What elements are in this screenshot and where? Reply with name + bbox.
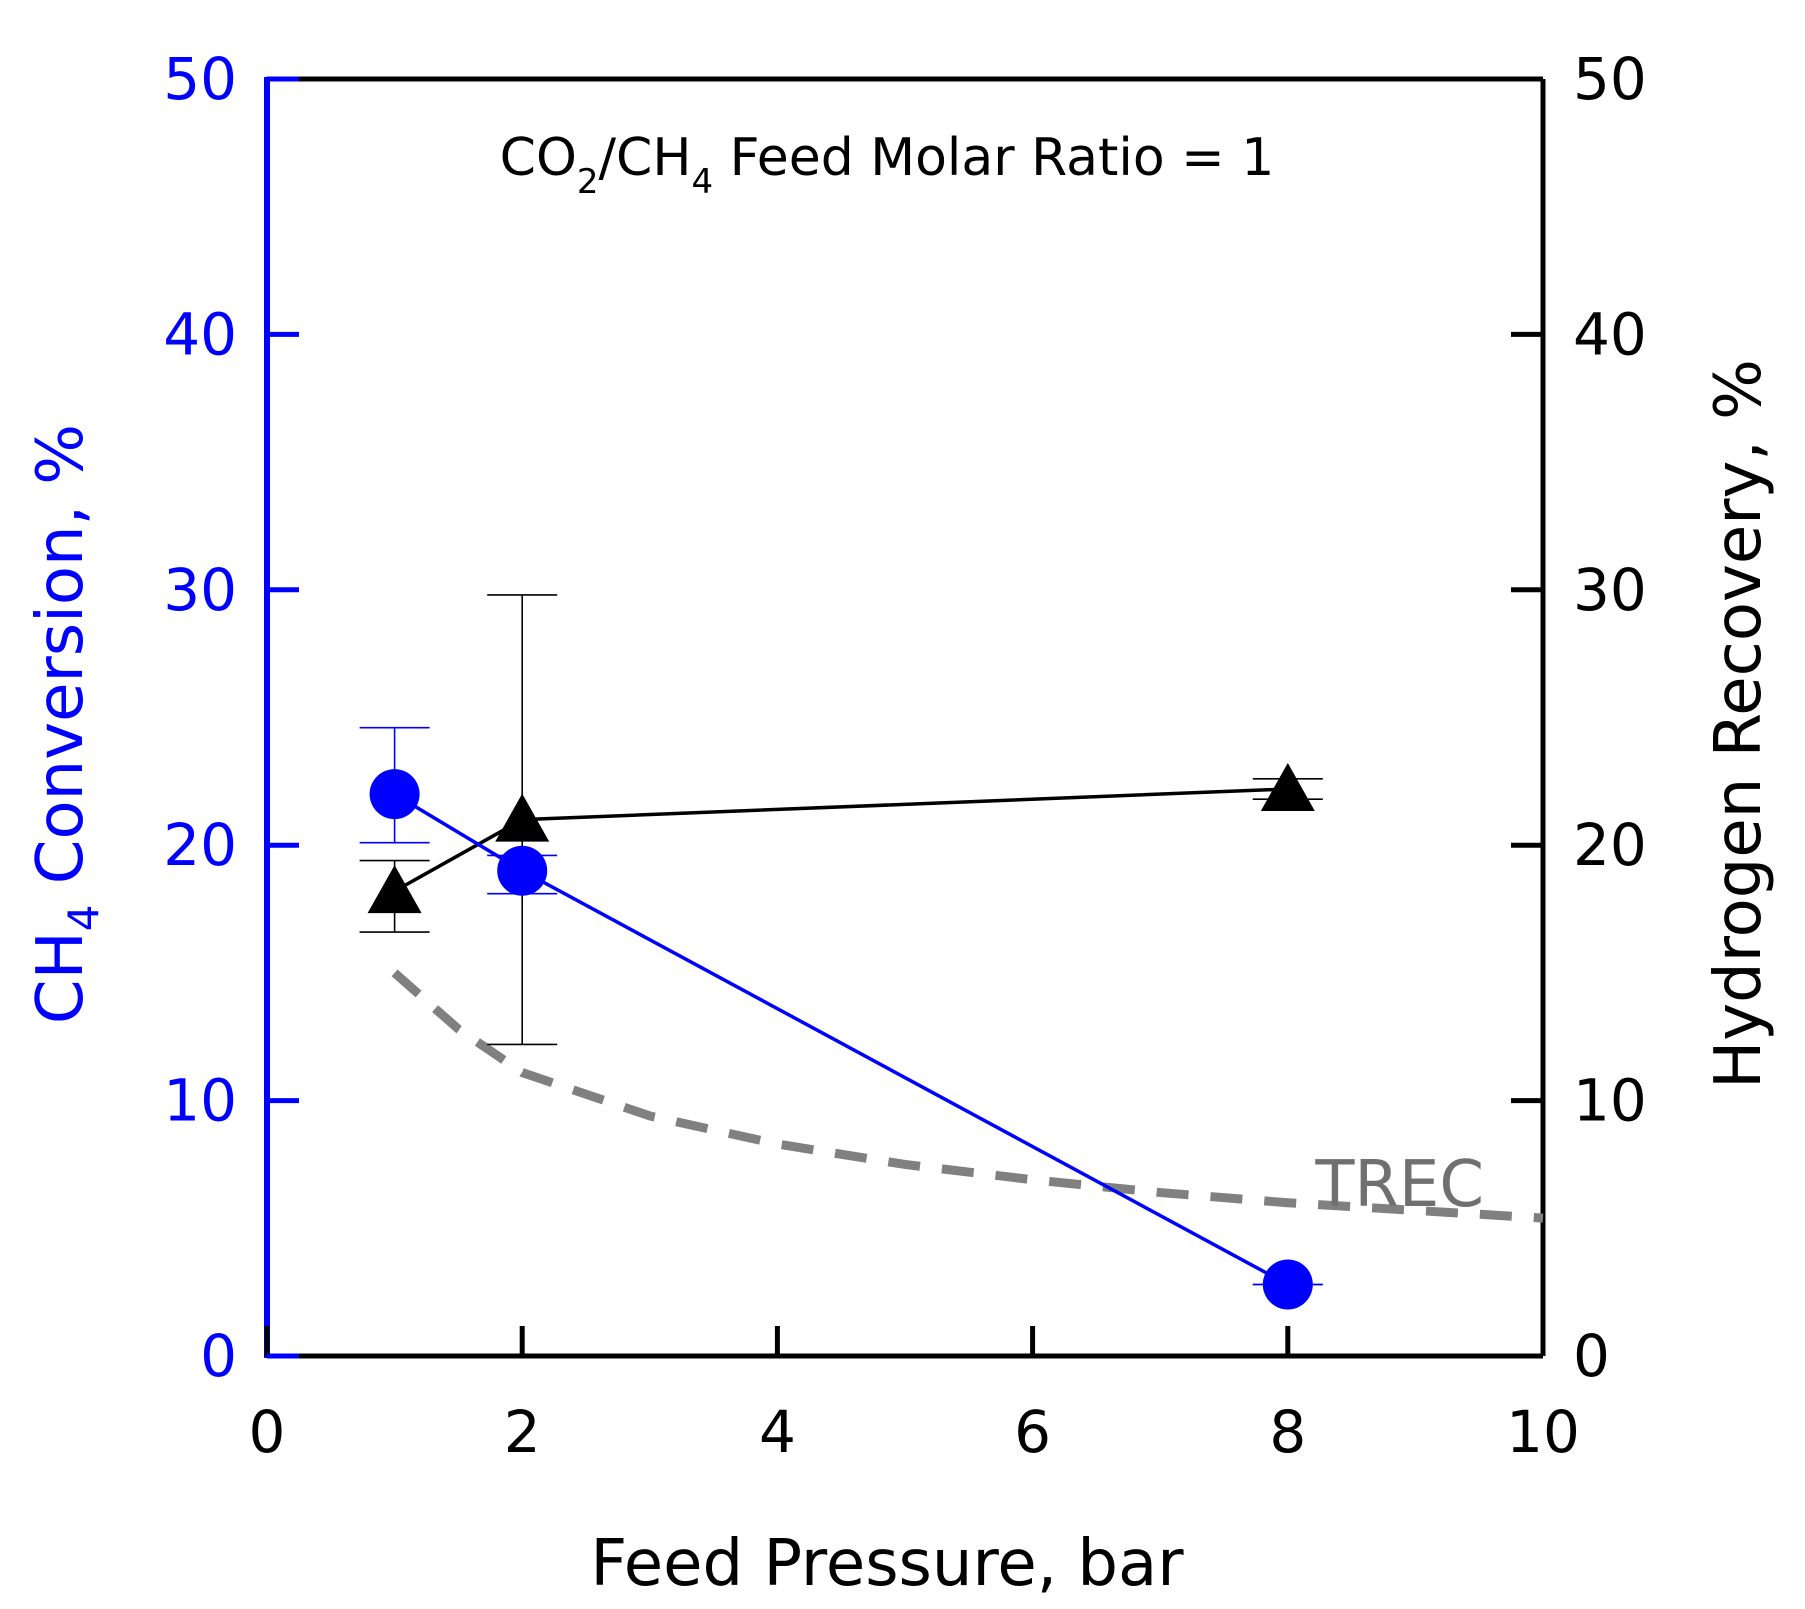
ch4-point [369,769,420,820]
x-tick-label: 4 [759,1398,796,1466]
annotation-prefix: CO [500,128,577,188]
h2-point [1260,763,1315,812]
y-right-tick-label: 10 [1573,1067,1647,1135]
trec-label: TREC [1314,1148,1484,1222]
x-tick-label: 0 [249,1398,286,1466]
y-right-axis-title: Hydrogen Recovery, % [1702,359,1776,1089]
annotation-sub1: 2 [577,162,599,202]
x-axis-title: Feed Pressure, bar [590,1527,1184,1601]
y-left-axis-title: CH4 Conversion, % [24,424,108,1024]
y-left-tick-label: 10 [163,1067,237,1135]
ch4-point [497,845,548,896]
ch4-point [1262,1259,1313,1310]
y-right-tick-label: 50 [1573,45,1647,113]
h2-point [367,865,422,914]
y-left-title-rest: Conversion, % [24,424,98,905]
y-left-title-sub: 4 [59,905,108,932]
trec-curve [391,969,1544,1223]
h2-point [495,793,550,842]
annotation-middle: /CH [599,128,692,188]
y-right-tick-label: 20 [1573,811,1647,879]
y-left-tick-label: 40 [163,300,237,368]
y-right-tick-label: 0 [1573,1322,1610,1390]
y-left-tick-label: 20 [163,811,237,879]
x-tick-label: 2 [504,1398,541,1466]
annotation-suffix: Feed Molar Ratio = 1 [713,128,1274,188]
y-left-tick-label: 0 [200,1322,237,1390]
y-left-tick-label: 50 [163,45,237,113]
x-tick-label: 6 [1014,1398,1051,1466]
annotation-text: CO2/CH4 Feed Molar Ratio = 1 [500,128,1275,202]
y-left-title-main: CH [24,931,98,1024]
x-tick-label: 10 [1506,1398,1580,1466]
chart-marks: 0 2 4 6 8 10 0 10 20 30 40 50 0 10 20 30 40 50 TREC [163,45,1647,1466]
y-right-tick-label: 40 [1573,300,1647,368]
y-right-tick-label: 30 [1573,556,1647,624]
y-left-tick-label: 30 [163,556,237,624]
annotation-sub2: 4 [691,162,713,202]
x-tick-label: 8 [1269,1398,1306,1466]
